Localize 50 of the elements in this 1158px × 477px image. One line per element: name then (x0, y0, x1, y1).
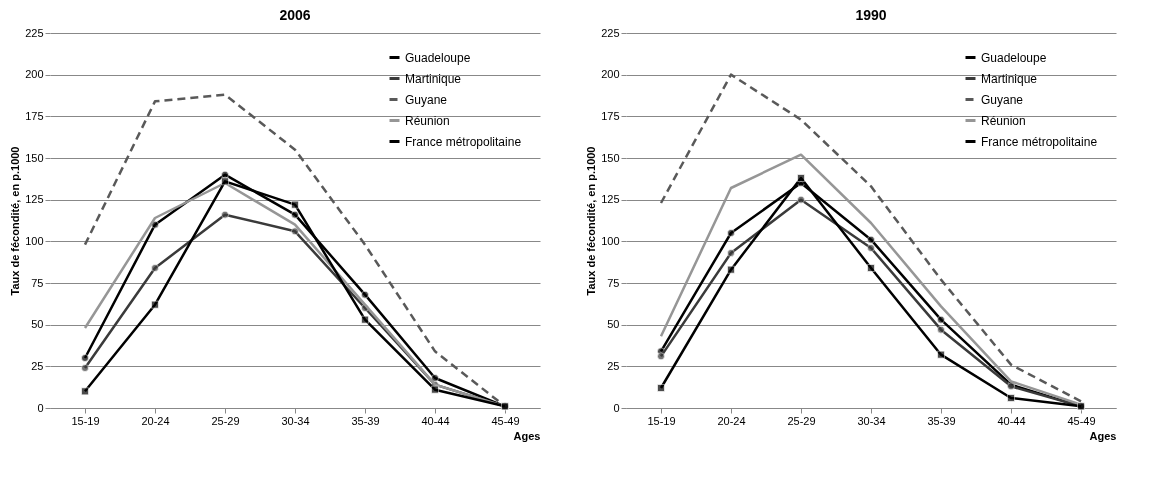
y-tick-label: 75 (31, 276, 44, 289)
x-tick-label: 30-34 (857, 414, 886, 427)
x-tick-label: 20-24 (141, 414, 170, 427)
y-tick-label: 100 (25, 234, 44, 247)
legend-label: Réunion (405, 113, 450, 128)
y-tick-label: 125 (25, 193, 44, 206)
x-tick-label: 15-19 (71, 414, 100, 427)
legend-label: France métropolitaine (405, 134, 522, 149)
y-tick-label: 25 (31, 359, 44, 372)
legend-label: France métropolitaine (981, 134, 1098, 149)
y-tick-label: 125 (601, 193, 620, 206)
x-tick-label: 45-49 (1067, 414, 1096, 427)
y-tick-label: 225 (601, 26, 620, 39)
y-tick-label: 150 (25, 151, 44, 164)
y-tick-label: 200 (601, 68, 620, 81)
legend-label: Martinique (981, 71, 1038, 86)
y-tick-label: 0 (37, 401, 44, 414)
y-tick-label: 50 (607, 318, 620, 331)
y-tick-label: 150 (601, 151, 620, 164)
y-tick-label: 225 (25, 26, 44, 39)
chart-title: 1990 (855, 7, 887, 23)
y-tick-label: 0 (613, 401, 620, 414)
legend-label: Guadeloupe (405, 50, 471, 65)
legend-label: Martinique (405, 71, 462, 86)
y-tick-label: 25 (607, 359, 620, 372)
x-axis-title: Ages (513, 429, 541, 442)
y-axis-title: Taux de fécondité, en p.1000 (585, 146, 598, 296)
x-tick-label: 35-39 (351, 414, 380, 427)
x-tick-label: 15-19 (647, 414, 676, 427)
legend-label: Guyane (981, 92, 1024, 107)
y-tick-label: 75 (607, 276, 620, 289)
y-tick-label: 100 (601, 234, 620, 247)
chart-title: 2006 (279, 7, 311, 23)
legend-label: Guadeloupe (981, 50, 1047, 65)
y-tick-label: 175 (601, 109, 620, 122)
x-tick-label: 40-44 (421, 414, 450, 427)
x-tick-label: 30-34 (281, 414, 310, 427)
x-tick-label: 45-49 (491, 414, 520, 427)
legend-label: Réunion (981, 113, 1026, 128)
y-tick-label: 50 (31, 318, 44, 331)
y-tick-label: 200 (25, 68, 44, 81)
x-tick-label: 35-39 (927, 414, 956, 427)
x-tick-label: 40-44 (997, 414, 1026, 427)
y-axis-title: Taux de fécondité, en p.1000 (9, 146, 22, 296)
x-tick-label: 25-29 (787, 414, 816, 427)
x-axis-title: Ages (1089, 429, 1117, 442)
y-tick-label: 175 (25, 109, 44, 122)
x-tick-label: 20-24 (717, 414, 746, 427)
legend-label: Guyane (405, 92, 448, 107)
x-tick-label: 25-29 (211, 414, 240, 427)
